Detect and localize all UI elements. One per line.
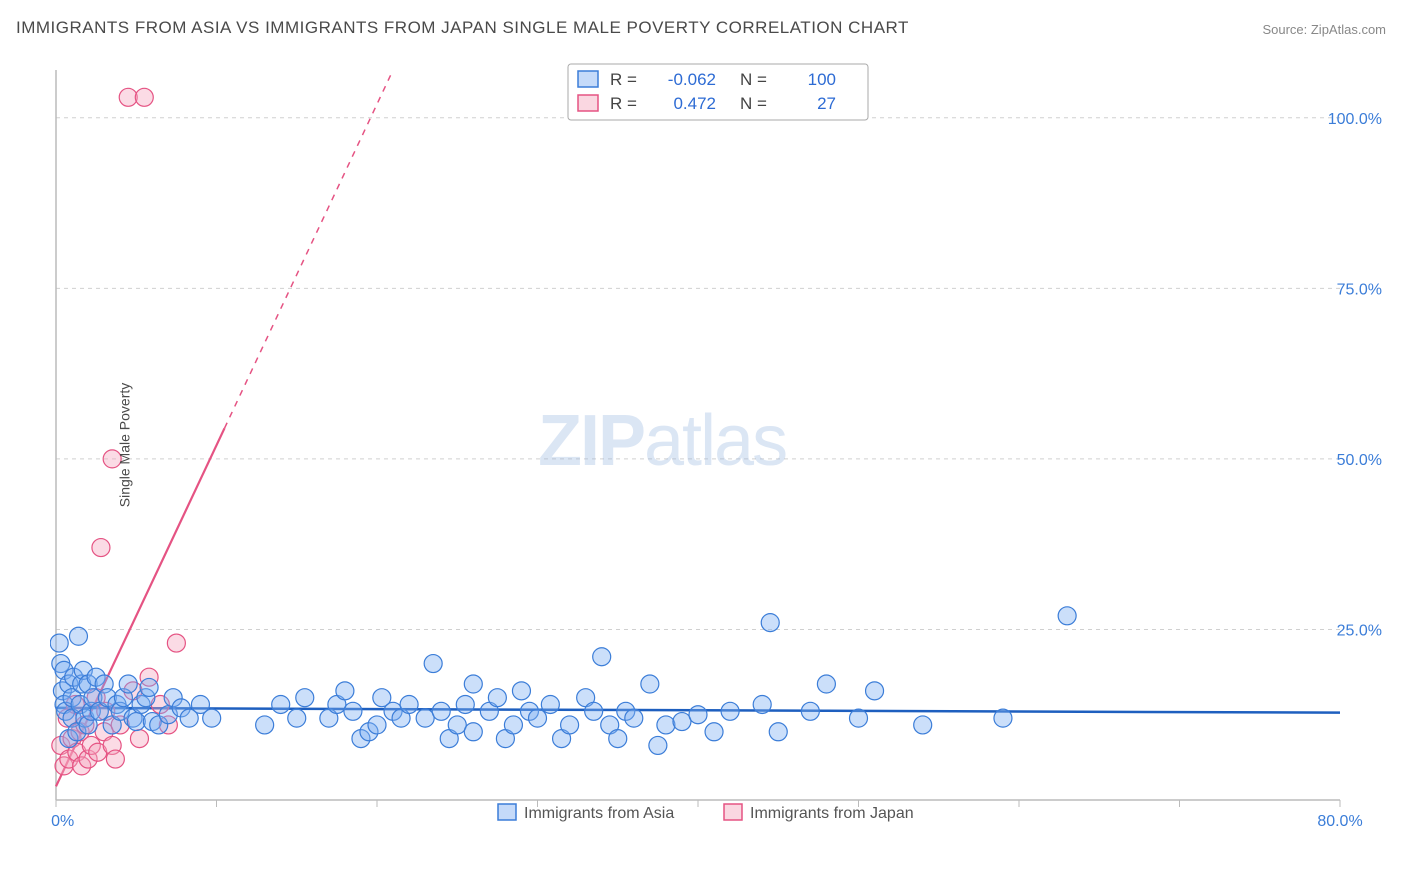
data-point-pink: [130, 730, 148, 748]
data-point-blue: [127, 713, 145, 731]
data-point-pink: [119, 88, 137, 106]
data-point-blue: [914, 716, 932, 734]
data-point-blue: [448, 716, 466, 734]
data-point-blue: [368, 716, 386, 734]
data-point-blue: [400, 695, 418, 713]
data-point-blue: [753, 695, 771, 713]
data-point-blue: [256, 716, 274, 734]
data-point-blue: [140, 678, 158, 696]
data-point-blue: [593, 648, 611, 666]
data-point-pink: [167, 634, 185, 652]
data-point-blue: [541, 695, 559, 713]
legend-r-label: R =: [610, 94, 637, 113]
y-tick-label: 50.0%: [1337, 452, 1382, 469]
x-tick-label: 80.0%: [1317, 813, 1362, 830]
data-point-pink: [106, 750, 124, 768]
data-point-blue: [288, 709, 306, 727]
data-point-blue: [994, 709, 1012, 727]
data-point-blue: [817, 675, 835, 693]
data-point-blue: [464, 675, 482, 693]
legend-n-value: 100: [808, 70, 836, 89]
data-point-blue: [801, 702, 819, 720]
bottom-legend-label: Immigrants from Asia: [524, 805, 674, 822]
data-point-blue: [561, 716, 579, 734]
data-point-blue: [769, 723, 787, 741]
data-point-blue: [673, 713, 691, 731]
data-point-blue: [705, 723, 723, 741]
source-attribution: Source: ZipAtlas.com: [1262, 22, 1386, 37]
data-point-pink: [135, 88, 153, 106]
legend-swatch: [578, 71, 598, 87]
data-point-blue: [657, 716, 675, 734]
data-point-blue: [456, 695, 474, 713]
data-point-blue: [649, 736, 667, 754]
data-point-blue: [203, 709, 221, 727]
data-point-blue: [69, 627, 87, 645]
y-tick-label: 25.0%: [1337, 622, 1382, 639]
data-point-blue: [866, 682, 884, 700]
data-point-blue: [721, 702, 739, 720]
data-point-blue: [119, 675, 137, 693]
data-point-blue: [641, 675, 659, 693]
data-point-blue: [336, 682, 354, 700]
legend-n-value: 27: [817, 94, 836, 113]
watermark: ZIPatlas: [538, 401, 786, 481]
x-tick-label: 0.0%: [50, 813, 74, 830]
data-point-blue: [761, 614, 779, 632]
plot-area: Single Male Poverty 25.0% 50.0% 75.0% 100.0…: [50, 60, 1386, 830]
trend-line-pink-extrap: [225, 70, 394, 428]
y-axis-label: Single Male Poverty: [116, 383, 132, 508]
y-tick-label: 100.0%: [1328, 111, 1382, 128]
data-point-blue: [464, 723, 482, 741]
data-point-blue: [432, 702, 450, 720]
y-tick-label: 75.0%: [1337, 281, 1382, 298]
data-point-blue: [689, 706, 707, 724]
data-point-blue: [1058, 607, 1076, 625]
legend-n-label: N =: [740, 70, 767, 89]
scatter-chart: 25.0% 50.0% 75.0% 100.0% ZIPatlas 0.0% 80.0% R …: [50, 60, 1386, 830]
data-point-blue: [424, 655, 442, 673]
data-point-blue: [272, 695, 290, 713]
data-point-blue: [504, 716, 522, 734]
data-point-blue: [585, 702, 603, 720]
data-point-blue: [625, 709, 643, 727]
bottom-legend-label: Immigrants from Japan: [750, 805, 914, 822]
data-point-pink: [92, 539, 110, 557]
legend-r-value: -0.062: [668, 70, 716, 89]
data-point-blue: [609, 730, 627, 748]
data-point-blue: [296, 689, 314, 707]
bottom-legend-swatch: [724, 804, 742, 820]
legend-r-label: R =: [610, 70, 637, 89]
data-point-blue: [512, 682, 530, 700]
data-point-blue: [529, 709, 547, 727]
legend-n-label: N =: [740, 94, 767, 113]
bottom-legend-swatch: [498, 804, 516, 820]
chart-title: IMMIGRANTS FROM ASIA VS IMMIGRANTS FROM …: [16, 18, 909, 38]
data-point-blue: [850, 709, 868, 727]
data-point-blue: [50, 634, 68, 652]
data-point-blue: [344, 702, 362, 720]
legend-r-value: 0.472: [673, 94, 716, 113]
data-point-blue: [416, 709, 434, 727]
legend-swatch: [578, 95, 598, 111]
data-point-blue: [488, 689, 506, 707]
